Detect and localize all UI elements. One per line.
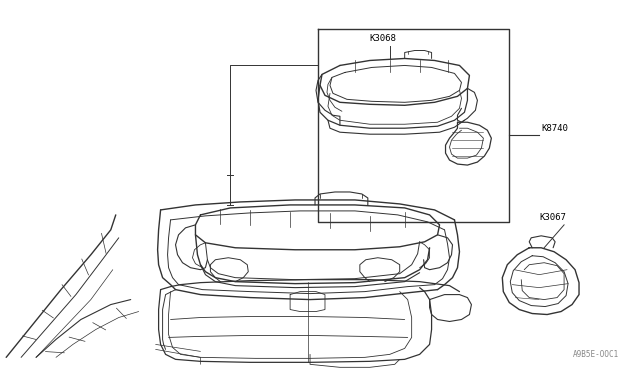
Text: K3068: K3068 [370,33,397,42]
Text: K8740: K8740 [541,124,568,133]
Text: K3067: K3067 [539,213,566,222]
Text: A9B5E-OOC1: A9B5E-OOC1 [573,350,619,359]
